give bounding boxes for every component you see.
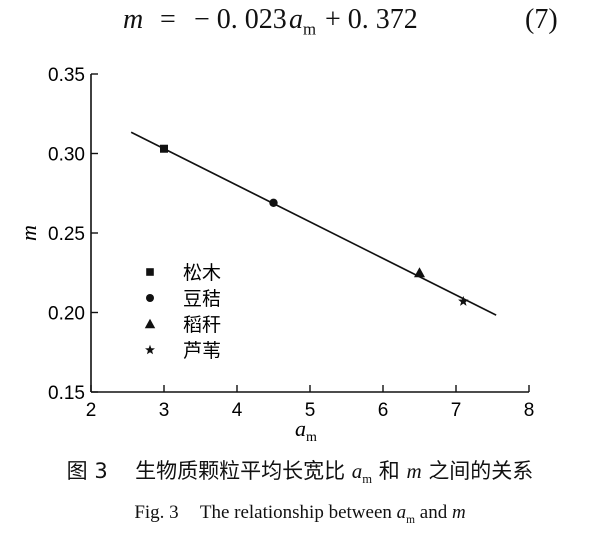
caption-en-var: am: [396, 502, 416, 526]
x-tick-label: 5: [305, 400, 316, 421]
caption-english: Fig. 3 The relationship between am and m: [0, 502, 600, 526]
legend-marker-star: [145, 344, 155, 355]
data-point-square: [160, 144, 168, 153]
data-point-star: [458, 295, 469, 306]
x-tick-label: 8: [524, 400, 535, 421]
caption-zh-text-1: 生物质颗粒平均长宽比: [135, 459, 346, 483]
caption-zh-prefix: 图 3: [66, 459, 108, 483]
chart-axes: [90, 74, 529, 393]
y-axis-ticks: 0.15 0.20 0.25 0.30 0.35: [48, 65, 98, 404]
y-tick-label: 0.15: [48, 383, 85, 404]
legend-marker-circle: [146, 294, 154, 302]
y-axis-label: m: [16, 225, 41, 241]
data-point-circle: [269, 198, 278, 207]
caption-en-and: and: [419, 502, 448, 523]
x-tick-label: 3: [159, 400, 170, 421]
caption-zh-text-3: 之间的关系: [428, 459, 534, 483]
x-axis-ticks: 2 3 4 5 6 7 8: [86, 385, 535, 421]
y-tick-label: 0.30: [48, 145, 85, 166]
legend-label: 芦苇: [183, 340, 221, 362]
equation-constant: + 0. 372: [325, 4, 418, 35]
equation-number: (7): [525, 4, 558, 35]
data-points: [160, 144, 469, 306]
caption-zh-text-2: 和: [378, 459, 400, 483]
legend-label: 松木: [183, 262, 221, 284]
legend-marker-triangle: [144, 318, 156, 329]
data-point-triangle: [414, 267, 425, 278]
legend-label: 稻秆: [183, 314, 221, 336]
x-tick-label: 4: [232, 400, 243, 421]
caption-en-var2: m: [451, 502, 466, 523]
x-axis-label-subscript: m: [306, 430, 317, 445]
caption-zh-var2: m: [406, 459, 422, 483]
equation: m = − 0. 023 am + 0. 372 (7): [0, 0, 600, 50]
fit-line: [130, 131, 497, 316]
caption-zh-var: am: [351, 459, 373, 487]
equation-lhs: m: [123, 4, 144, 35]
legend-label: 豆秸: [183, 288, 221, 310]
equation-variable: am: [289, 4, 317, 39]
equation-coefficient: − 0. 023: [194, 4, 287, 35]
x-tick-label: 7: [451, 400, 462, 421]
legend-marker-square: [146, 268, 154, 276]
caption-en-text: The relationship between: [199, 502, 392, 523]
y-tick-label: 0.35: [48, 65, 85, 86]
x-tick-label: 2: [86, 400, 97, 421]
caption-en-prefix: Fig. 3: [134, 502, 179, 523]
y-tick-label: 0.20: [48, 304, 85, 325]
caption-chinese: 图 3 生物质颗粒平均长宽比 am 和 m 之间的关系: [0, 455, 600, 487]
fit-line-group: [130, 131, 497, 316]
y-tick-label: 0.25: [48, 224, 85, 245]
x-tick-label: 6: [378, 400, 389, 421]
equation-equals: =: [160, 4, 176, 35]
